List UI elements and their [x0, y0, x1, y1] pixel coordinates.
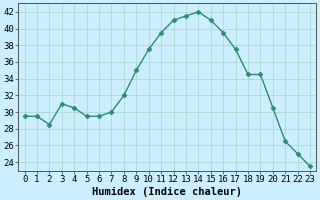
X-axis label: Humidex (Indice chaleur): Humidex (Indice chaleur) [92, 186, 242, 197]
